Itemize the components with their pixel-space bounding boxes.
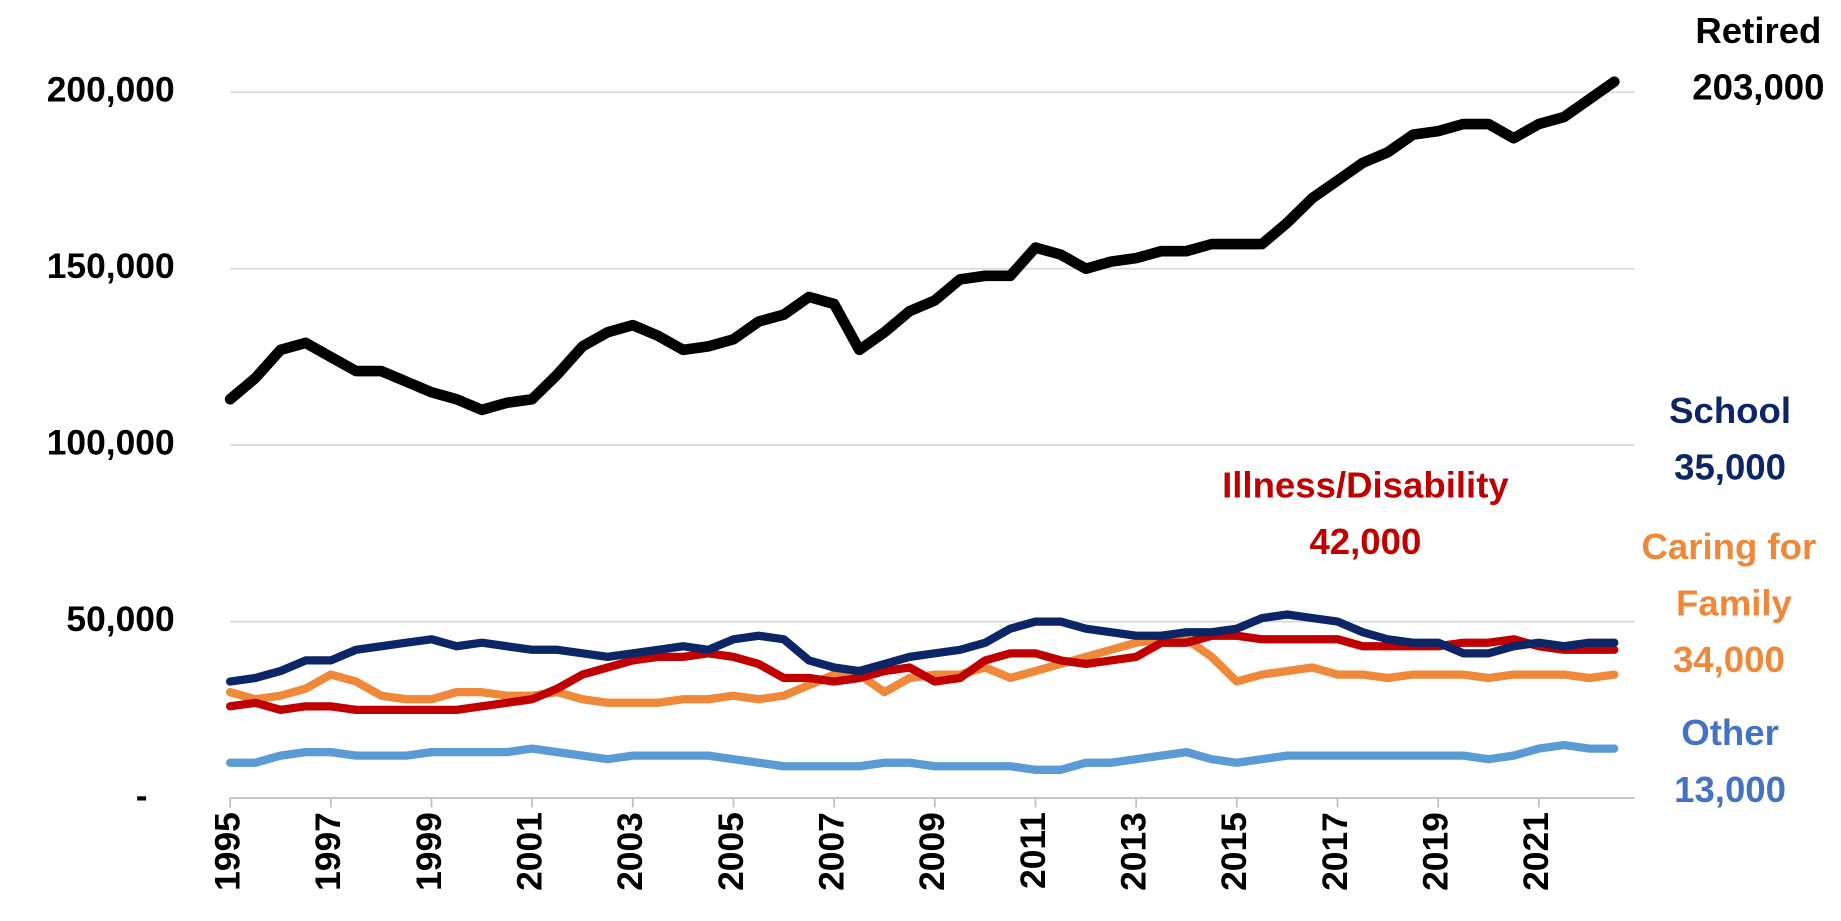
- series-end-value: 203,000: [1692, 67, 1824, 108]
- x-tick-label: 2007: [811, 812, 851, 891]
- series-label: Other: [1681, 712, 1779, 753]
- series-end-value: 13,000: [1674, 769, 1786, 810]
- series-end-value: 35,000: [1674, 447, 1786, 488]
- y-tick-label: 50,000: [66, 599, 174, 639]
- x-tick-label: 2009: [912, 812, 952, 891]
- x-tick-label: 2021: [1516, 812, 1556, 891]
- y-tick-label: 200,000: [47, 70, 175, 110]
- series-line: [225, 610, 1619, 686]
- x-tick-label: 1995: [207, 812, 247, 891]
- x-tick-label: 2019: [1416, 812, 1456, 891]
- x-tick-label: 2005: [711, 812, 751, 891]
- y-tick-label: -: [136, 775, 148, 815]
- x-tick-label: 1997: [308, 812, 348, 891]
- y-tick-label: 100,000: [47, 423, 175, 463]
- series-line: [224, 76, 1620, 416]
- y-tick-label: 150,000: [47, 246, 175, 286]
- series-end-value: 34,000: [1673, 639, 1785, 680]
- x-tick-label: 2017: [1315, 812, 1355, 891]
- series-end-value: 42,000: [1309, 521, 1421, 562]
- x-tick-label: 2011: [1013, 812, 1053, 889]
- x-tick-label: 2013: [1114, 812, 1154, 891]
- series-label: School: [1669, 390, 1791, 431]
- series-line: [225, 740, 1619, 774]
- series-label: Caring for Family: [1642, 526, 1817, 624]
- series-line: [225, 631, 1619, 714]
- x-tick-label: 1999: [409, 812, 449, 891]
- series-label: Retired: [1695, 10, 1821, 51]
- x-tick-label: 2003: [610, 812, 650, 891]
- x-tick-label: 2001: [509, 812, 549, 891]
- x-tick-label: 2015: [1214, 812, 1254, 891]
- series-label: Illness/Disability: [1222, 464, 1509, 505]
